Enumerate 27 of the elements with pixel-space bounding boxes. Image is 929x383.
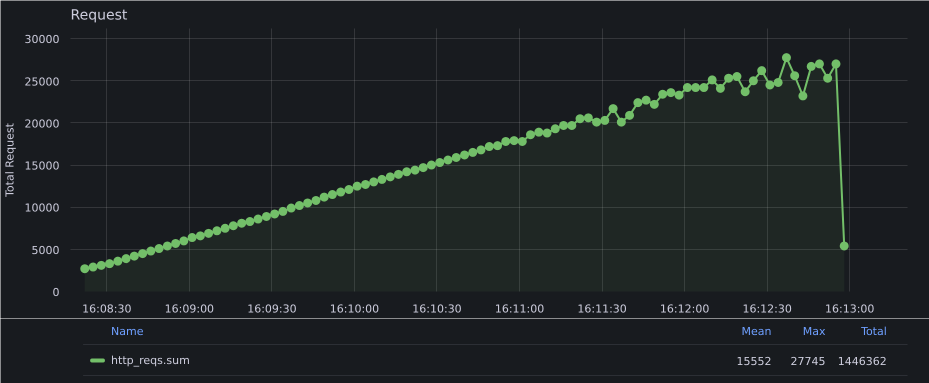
y-tick-label: 25000 [24, 75, 60, 88]
x-tick-label: 16:11:30 [577, 302, 627, 316]
x-tick-label: 16:11:00 [494, 302, 544, 316]
chart-title: Request [70, 8, 128, 24]
text: Total [860, 325, 887, 338]
x-tick-label: 16:12:00 [660, 302, 710, 316]
y-tick-label: 20000 [24, 117, 60, 130]
x-tick-label: 16:09:00 [164, 302, 214, 316]
y-tick-label: 10000 [24, 202, 60, 215]
y-tick-label: 30000 [24, 33, 60, 46]
x-tick-label: 16:08:30 [82, 302, 132, 316]
x-tick-label: 16:09:30 [247, 302, 297, 316]
text: Max [802, 325, 826, 338]
text: 15552 [736, 355, 772, 368]
y-tick-label: 0 [52, 286, 60, 299]
text: 1446362 [838, 355, 887, 368]
x-tick-label: 16:10:00 [330, 302, 380, 316]
y-axis-title: Total Request [4, 122, 17, 198]
text: Mean [741, 325, 772, 338]
legend-label: http_reqs.sum [111, 354, 190, 367]
text: Name [111, 325, 144, 338]
x-tick-label: 16:12:30 [742, 302, 792, 316]
x-tick-label: 16:10:30 [412, 302, 462, 316]
text: 27745 [790, 355, 826, 368]
y-tick-label: 5000 [32, 244, 60, 257]
y-tick-label: 15000 [24, 160, 60, 173]
x-tick-label: 16:13:00 [825, 302, 874, 316]
